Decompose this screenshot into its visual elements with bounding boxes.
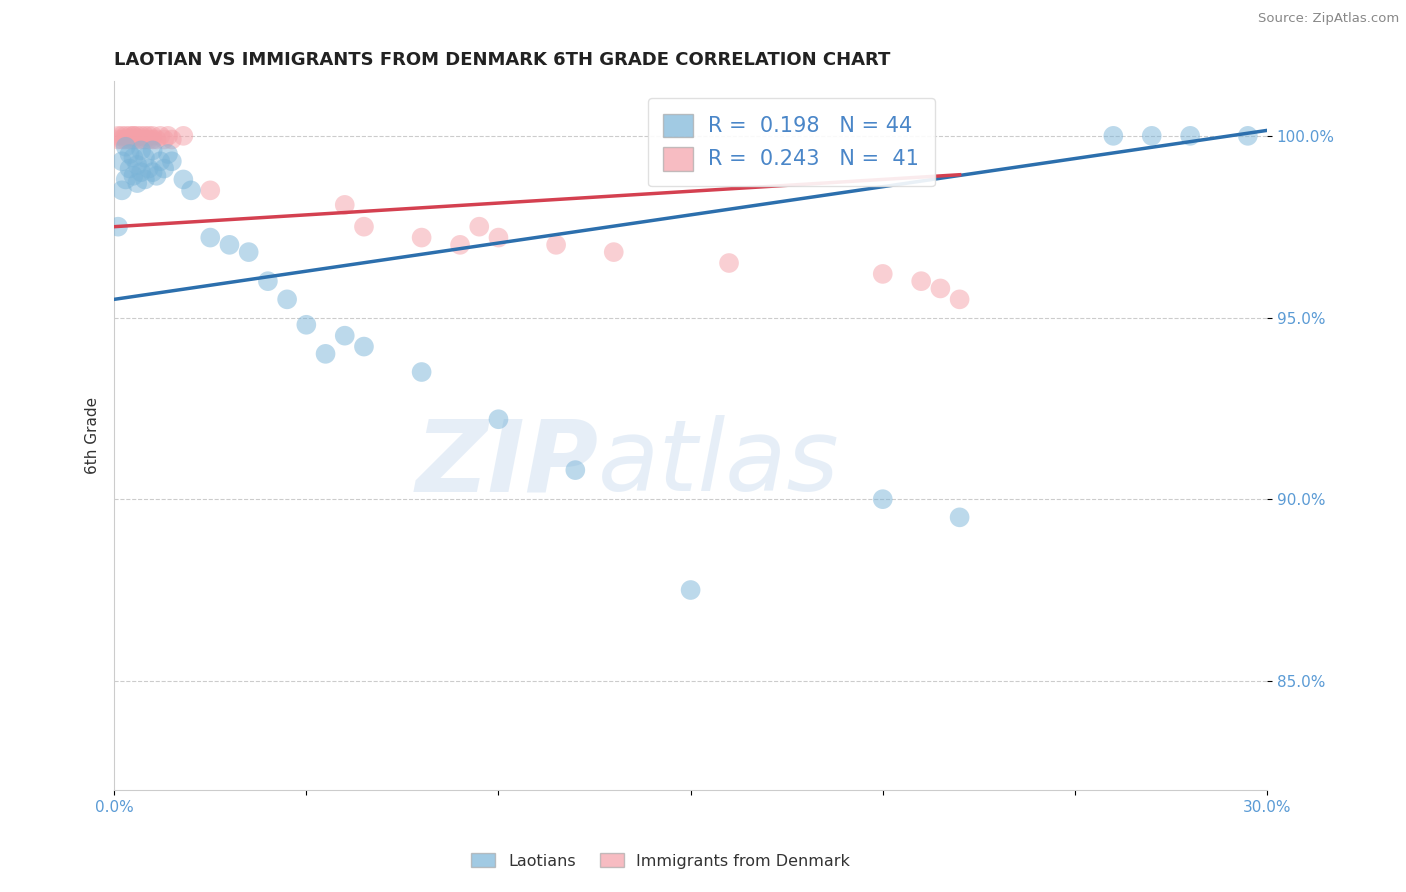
- Text: ZIP: ZIP: [415, 416, 599, 512]
- Point: [872, 267, 894, 281]
- Point: [333, 198, 356, 212]
- Point: [153, 161, 176, 176]
- Point: [114, 172, 136, 186]
- Point: [333, 328, 356, 343]
- Point: [160, 132, 183, 146]
- Point: [411, 365, 433, 379]
- Point: [138, 132, 160, 146]
- Point: [127, 128, 149, 143]
- Point: [107, 128, 129, 143]
- Point: [134, 132, 156, 146]
- Text: atlas: atlas: [599, 416, 839, 512]
- Point: [218, 237, 240, 252]
- Point: [1140, 128, 1163, 143]
- Legend: R =  0.198   N = 44, R =  0.243   N =  41: R = 0.198 N = 44, R = 0.243 N = 41: [648, 98, 935, 186]
- Point: [1236, 128, 1258, 143]
- Point: [603, 245, 626, 260]
- Point: [111, 183, 134, 197]
- Point: [122, 128, 145, 143]
- Point: [315, 347, 337, 361]
- Point: [107, 219, 129, 234]
- Point: [134, 172, 156, 186]
- Text: Source: ZipAtlas.com: Source: ZipAtlas.com: [1258, 12, 1399, 25]
- Point: [718, 256, 741, 270]
- Point: [118, 128, 141, 143]
- Point: [122, 128, 145, 143]
- Point: [149, 154, 172, 169]
- Point: [142, 128, 165, 143]
- Point: [114, 140, 136, 154]
- Point: [238, 245, 260, 260]
- Point: [1180, 128, 1202, 143]
- Point: [122, 132, 145, 146]
- Point: [111, 154, 134, 169]
- Point: [353, 219, 375, 234]
- Point: [111, 128, 134, 143]
- Point: [449, 237, 471, 252]
- Point: [172, 172, 194, 186]
- Point: [134, 151, 156, 165]
- Point: [949, 510, 972, 524]
- Point: [129, 128, 152, 143]
- Point: [114, 128, 136, 143]
- Point: [872, 492, 894, 507]
- Point: [564, 463, 586, 477]
- Point: [138, 161, 160, 176]
- Point: [929, 281, 952, 295]
- Point: [142, 144, 165, 158]
- Point: [160, 154, 183, 169]
- Point: [276, 293, 298, 307]
- Point: [127, 132, 149, 146]
- Point: [1102, 128, 1125, 143]
- Point: [118, 161, 141, 176]
- Point: [122, 169, 145, 183]
- Point: [488, 412, 510, 426]
- Point: [353, 340, 375, 354]
- Point: [107, 132, 129, 146]
- Point: [118, 132, 141, 146]
- Point: [257, 274, 280, 288]
- Point: [949, 293, 972, 307]
- Point: [679, 582, 702, 597]
- Point: [910, 274, 932, 288]
- Y-axis label: 6th Grade: 6th Grade: [86, 397, 100, 475]
- Point: [145, 169, 167, 183]
- Point: [295, 318, 318, 332]
- Point: [200, 230, 222, 244]
- Point: [129, 144, 152, 158]
- Point: [180, 183, 202, 197]
- Point: [156, 128, 179, 143]
- Point: [546, 237, 568, 252]
- Point: [468, 219, 491, 234]
- Point: [111, 132, 134, 146]
- Point: [122, 151, 145, 165]
- Point: [156, 147, 179, 161]
- Point: [145, 132, 167, 146]
- Point: [172, 128, 194, 143]
- Legend: Laotians, Immigrants from Denmark: Laotians, Immigrants from Denmark: [465, 847, 856, 875]
- Point: [118, 147, 141, 161]
- Point: [142, 132, 165, 146]
- Point: [129, 165, 152, 179]
- Point: [411, 230, 433, 244]
- Text: LAOTIAN VS IMMIGRANTS FROM DENMARK 6TH GRADE CORRELATION CHART: LAOTIAN VS IMMIGRANTS FROM DENMARK 6TH G…: [114, 51, 890, 69]
- Point: [127, 176, 149, 190]
- Point: [127, 158, 149, 172]
- Point: [134, 128, 156, 143]
- Point: [488, 230, 510, 244]
- Point: [153, 132, 176, 146]
- Point: [200, 183, 222, 197]
- Point: [114, 132, 136, 146]
- Point: [129, 132, 152, 146]
- Point: [142, 165, 165, 179]
- Point: [149, 128, 172, 143]
- Point: [138, 128, 160, 143]
